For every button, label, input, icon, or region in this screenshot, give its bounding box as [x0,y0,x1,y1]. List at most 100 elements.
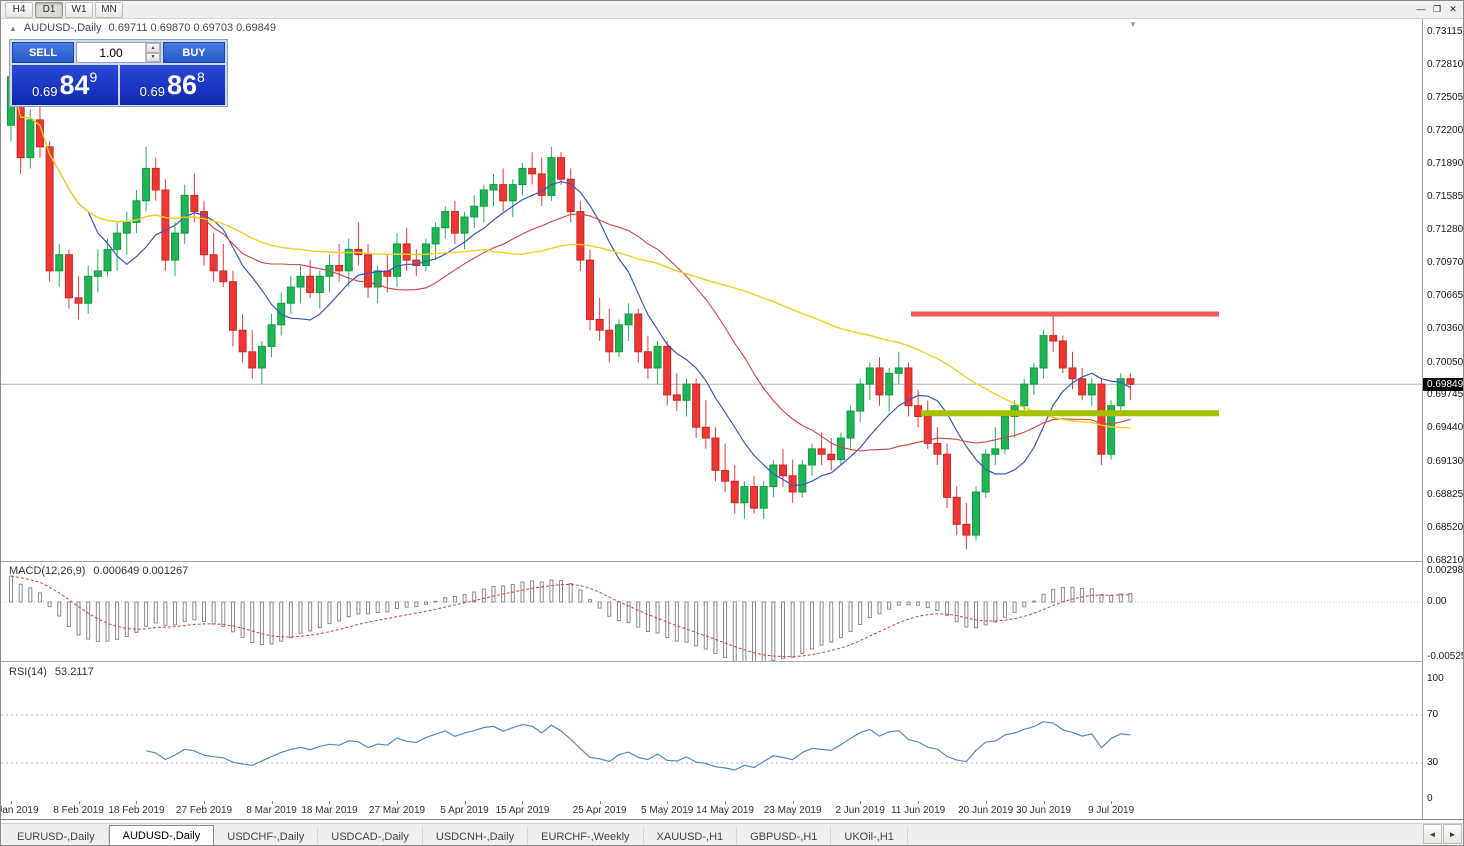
minimize-button-icon[interactable]: — [1416,4,1426,14]
chart-tab-audusd-daily[interactable]: AUDUSD-,Daily [108,825,215,845]
panel-divider[interactable] [1,561,1463,562]
macd-axis-label: -0.005256 [1427,650,1463,662]
date-axis-label: 8 Mar 2019 [246,805,297,816]
timeframe-button-w1[interactable]: W1 [65,1,93,18]
one-click-prices: 0.69 84 9 0.69 86 8 [12,65,225,105]
one-click-trading-panel: SELL 1.00 ▲ ▼ BUY 0.69 84 9 0.69 86 8 [9,39,228,107]
rsi-label: RSI(14) 53.2117 [9,666,94,678]
price-axis-label: 0.71280 [1427,223,1464,235]
date-axis-label: 11 Jun 2019 [890,805,946,816]
price-axis-label: 0.68520 [1427,521,1464,533]
rsi-name: RSI(14) [9,666,47,678]
date-axis-label: 27 Mar 2019 [368,805,426,816]
sell-price-box[interactable]: 0.69 84 9 [12,65,118,105]
timeframe-toolbar: H4 D1 W1 MN — ❐ ✕ [1,1,1463,19]
buy-price-big: 86 [166,70,198,100]
rsi-axis-label: 70 [1427,709,1439,720]
date-axis[interactable]: 30 Jan 2019 8 Feb 2019 18 Feb 2019 27 Feb 2… [1,801,1422,819]
date-tick [522,801,524,804]
volume-value[interactable]: 1.00 [99,45,123,60]
macd-axis-label: 0.002984 [1427,564,1464,576]
date-tick [136,801,138,804]
timeframe-button-h4[interactable]: H4 [5,1,33,18]
price-axis-label: 0.72505 [1427,91,1464,103]
chart-tab-usdchf-daily[interactable]: USDCHF-,Daily [214,827,319,845]
timeframe-button-d1[interactable]: D1 [35,1,63,18]
expand-icon[interactable]: ▲ [9,23,17,33]
volume-stepper: ▲ ▼ [145,43,160,62]
price-axis-label: 0.70665 [1427,290,1464,302]
chart-info: ▲ AUDUSD-,Daily 0.69711 0.69870 0.69703 … [9,22,276,34]
price-axis-label: 0.68825 [1427,488,1464,500]
buy-button[interactable]: BUY [163,42,225,63]
macd-panel-canvas[interactable] [1,562,1422,662]
buy-price-prefix: 0.69 [139,84,165,99]
date-axis-label: 9 Jul 2019 [1088,805,1135,816]
date-axis-label: 23 May 2019 [763,805,822,816]
date-axis-label: 2 Jun 2019 [835,805,885,816]
rsi-axis-label: 30 [1427,757,1439,768]
date-tick [78,801,80,804]
chart-title: AUDUSD-,Daily [23,22,102,34]
moving-average-line[interactable] [10,76,1131,429]
sell-price-big: 84 [59,70,90,100]
date-tick [329,801,331,804]
date-axis-label: 5 May 2019 [641,805,694,816]
moving-average-line[interactable] [10,76,1131,452]
macd-axis-label: 0.00 [1427,596,1447,607]
buy-price-box[interactable]: 0.69 86 8 [119,65,225,105]
timeframe-button-mn[interactable]: MN [95,1,123,18]
rsi-panel-canvas[interactable] [1,662,1422,801]
sell-price-prefix: 0.69 [32,84,58,99]
date-tick [271,801,273,804]
rsi-value: 53.2117 [54,666,94,678]
date-axis-label: 5 Apr 2019 [440,805,489,816]
price-axis-label: 0.73115 [1427,26,1463,37]
date-tick [792,801,794,804]
chart-tab-usdcad-daily[interactable]: USDCAD-,Daily [318,827,423,845]
date-axis-label: 8 Feb 2019 [53,805,104,816]
price-axis-label: 0.69130 [1427,455,1464,467]
date-axis-label: 18 Mar 2019 [301,805,358,816]
macd-label: MACD(12,26,9) 0.000649 0.001267 [9,565,188,577]
price-axis-label: 0.72200 [1427,124,1464,136]
volume-field[interactable]: 1.00 ▲ ▼ [76,42,161,63]
moving-average-line[interactable] [10,76,1131,487]
chart-tab-eurchf-weekly[interactable]: EURCHF-,Weekly [528,827,644,845]
price-axis-label: 0.70360 [1427,323,1464,335]
chart-tab-ukoil-h1[interactable]: UKOil-,H1 [831,827,908,845]
price-axis[interactable]: 0.69849 0.73115 0.72810 0.72505 0.72200 0.71… [1422,19,1464,819]
close-button-icon[interactable]: ✕ [1449,4,1457,14]
date-axis-label: 14 May 2019 [696,805,755,816]
price-axis-label: 0.70970 [1427,257,1464,269]
buy-price-sup: 8 [197,69,205,85]
tabs-scroll-right-button[interactable]: ► [1443,824,1462,844]
chart-tab-xauusd-h1[interactable]: XAUUSD-,H1 [644,827,738,845]
date-axis-label: 15 Apr 2019 [495,805,550,816]
macd-histogram [9,575,1133,662]
chart-tab-eurusd-daily[interactable]: EURUSD-,Daily [4,827,109,845]
date-tick [397,801,398,804]
chart-tab-bar: EURUSD-,Daily AUDUSD-,Daily USDCHF-,Daily U… [1,823,1463,845]
date-axis-label: 18 Feb 2019 [108,805,165,816]
volume-up-icon[interactable]: ▲ [146,43,160,53]
one-click-row: SELL 1.00 ▲ ▼ BUY [12,42,225,63]
chart-tab-usdcnh-daily[interactable]: USDCNH-,Daily [423,827,529,845]
sell-button[interactable]: SELL [12,42,74,63]
tabs-scroll-left-button[interactable]: ◄ [1423,824,1442,844]
tab-scroll-buttons: ◄ ► [1422,824,1462,844]
volume-down-icon[interactable]: ▼ [146,52,160,62]
price-axis-label: 0.69440 [1427,422,1464,434]
chart-tab-gbpusd-h1[interactable]: GBPUSD-,H1 [737,827,832,845]
chart-shift-icon[interactable]: ▼ [1129,20,1137,29]
main-chart-canvas[interactable] [1,19,1422,562]
date-tick [667,801,669,804]
date-tick [464,801,466,804]
date-axis-label: 30 Jan 2019 [1,805,39,816]
restore-button-icon[interactable]: ❐ [1432,4,1442,14]
sell-price-sup: 9 [89,69,98,85]
panel-divider[interactable] [1,661,1463,662]
price-axis-label: 0.71890 [1427,158,1464,170]
rsi-axis-label: 0 [1427,793,1433,804]
